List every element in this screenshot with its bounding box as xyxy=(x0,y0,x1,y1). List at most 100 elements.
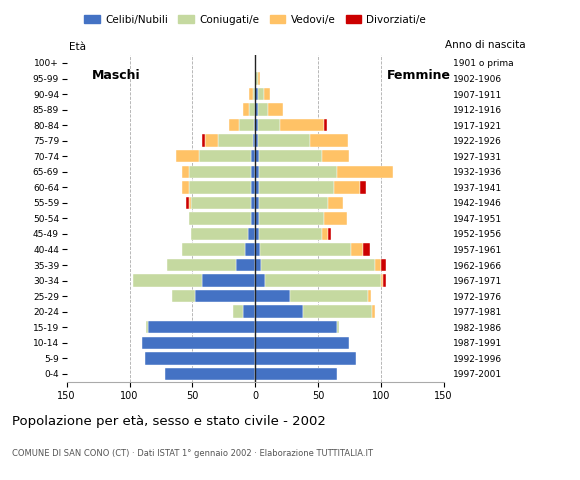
Bar xyxy=(237,259,255,271)
Bar xyxy=(255,166,259,178)
Bar xyxy=(202,275,255,287)
Bar xyxy=(182,166,188,178)
Bar xyxy=(249,88,253,100)
Bar xyxy=(255,88,258,100)
Bar xyxy=(280,119,324,132)
Bar xyxy=(255,259,262,271)
Bar xyxy=(251,197,255,209)
Bar xyxy=(188,181,251,193)
Bar xyxy=(259,228,322,240)
Bar xyxy=(248,228,255,240)
Bar xyxy=(198,150,251,162)
Bar xyxy=(191,197,251,209)
Bar xyxy=(303,305,372,318)
Legend: Celibi/Nubili, Coniugati/e, Vedovi/e, Divorziati/e: Celibi/Nubili, Coniugati/e, Vedovi/e, Di… xyxy=(84,15,426,24)
Bar xyxy=(381,259,386,271)
Bar xyxy=(165,368,255,380)
Bar xyxy=(176,150,198,162)
Bar xyxy=(262,259,375,271)
Bar xyxy=(182,181,188,193)
Bar xyxy=(360,181,366,193)
Bar xyxy=(265,275,381,287)
Bar xyxy=(202,134,205,147)
Bar xyxy=(186,197,188,209)
Bar xyxy=(372,305,375,318)
Bar xyxy=(251,166,255,178)
Bar xyxy=(259,197,328,209)
Bar xyxy=(133,275,202,287)
Bar xyxy=(363,243,369,256)
Bar xyxy=(258,134,310,147)
Bar xyxy=(255,134,258,147)
Bar xyxy=(251,150,255,162)
Bar xyxy=(383,275,386,287)
Bar xyxy=(233,305,242,318)
Bar xyxy=(191,228,248,240)
Bar xyxy=(259,212,324,225)
Bar xyxy=(188,197,191,209)
Bar xyxy=(254,119,255,132)
Bar xyxy=(144,352,255,364)
Bar xyxy=(259,150,322,162)
Bar xyxy=(259,181,334,193)
Bar xyxy=(245,243,255,256)
Bar xyxy=(188,166,251,178)
Bar xyxy=(328,197,343,209)
Bar xyxy=(255,243,260,256)
Bar xyxy=(188,212,251,225)
Bar xyxy=(255,290,291,302)
Bar xyxy=(167,259,237,271)
Bar xyxy=(142,336,255,349)
Bar xyxy=(255,150,259,162)
Bar xyxy=(258,103,268,116)
Bar xyxy=(322,228,328,240)
Bar xyxy=(258,88,264,100)
Bar xyxy=(255,181,259,193)
Bar xyxy=(381,275,383,287)
Bar xyxy=(264,88,270,100)
Bar xyxy=(351,243,363,256)
Bar xyxy=(268,103,283,116)
Bar xyxy=(146,321,148,334)
Bar xyxy=(337,166,393,178)
Text: COMUNE DI SAN CONO (CT) · Dati ISTAT 1° gennaio 2002 · Elaborazione TUTTITALIA.I: COMUNE DI SAN CONO (CT) · Dati ISTAT 1° … xyxy=(12,449,372,458)
Bar xyxy=(229,119,239,132)
Bar xyxy=(205,134,218,147)
Bar xyxy=(253,134,255,147)
Bar xyxy=(337,321,339,334)
Bar xyxy=(239,119,254,132)
Bar xyxy=(258,72,260,85)
Bar xyxy=(310,134,348,147)
Bar xyxy=(255,103,258,116)
Bar xyxy=(334,181,360,193)
Bar xyxy=(253,88,255,100)
Bar xyxy=(251,181,255,193)
Bar xyxy=(324,212,347,225)
Bar xyxy=(324,119,327,132)
Bar xyxy=(251,212,255,225)
Bar xyxy=(375,259,381,271)
Text: Popolazione per età, sesso e stato civile - 2002: Popolazione per età, sesso e stato civil… xyxy=(12,415,325,428)
Bar xyxy=(172,290,195,302)
Text: Maschi: Maschi xyxy=(92,69,140,82)
Bar xyxy=(255,119,258,132)
Bar xyxy=(255,368,337,380)
Bar xyxy=(249,103,255,116)
Bar xyxy=(255,305,303,318)
Bar xyxy=(182,243,245,256)
Text: Età: Età xyxy=(69,42,86,52)
Bar xyxy=(218,134,253,147)
Bar xyxy=(328,228,331,240)
Bar xyxy=(368,290,371,302)
Text: Femmine: Femmine xyxy=(387,69,451,82)
Bar xyxy=(259,166,337,178)
Bar xyxy=(255,321,337,334)
Bar xyxy=(260,243,351,256)
Bar xyxy=(291,290,368,302)
Bar xyxy=(255,275,265,287)
Bar xyxy=(258,119,280,132)
Bar xyxy=(255,212,259,225)
Bar xyxy=(242,103,249,116)
Bar xyxy=(255,228,259,240)
Bar xyxy=(148,321,255,334)
